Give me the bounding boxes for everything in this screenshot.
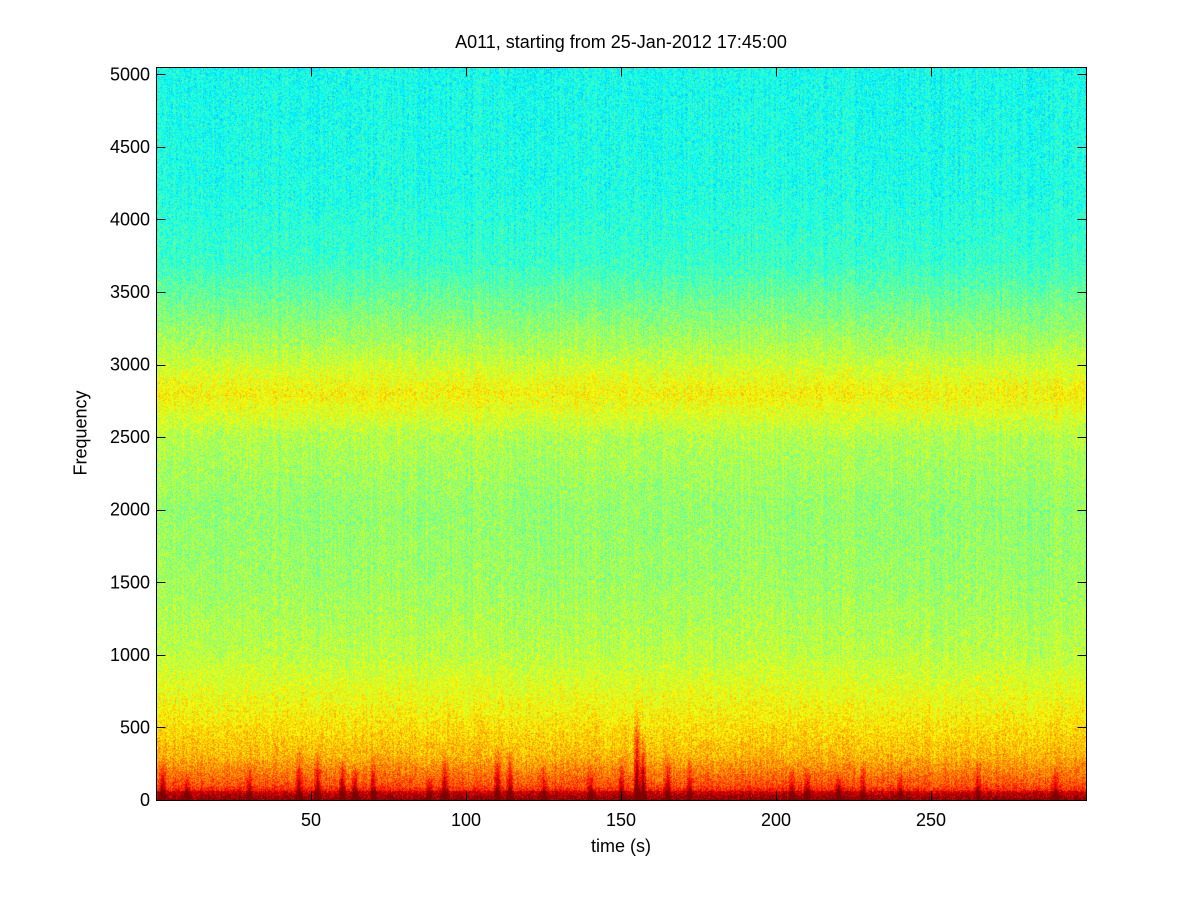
y-tick-label: 3500 xyxy=(110,282,150,302)
x-tick-label: 50 xyxy=(301,810,321,830)
x-tick-label: 100 xyxy=(451,810,481,830)
y-ticks: 0 500 1000 1500 2000 2500 3000 3500 4000 4500 5000 xyxy=(110,64,1087,810)
y-tick-label: 3000 xyxy=(110,355,150,375)
y-tick-label: 4000 xyxy=(110,209,150,229)
x-ticks: 50 100 150 200 250 xyxy=(301,67,946,830)
axes-frame xyxy=(156,67,1087,801)
spectrogram-heatmap xyxy=(156,67,1086,800)
x-axis-label: time (s) xyxy=(591,836,651,856)
x-tick-label: 250 xyxy=(916,810,946,830)
y-tick-label: 1000 xyxy=(110,645,150,665)
x-tick-label: 150 xyxy=(606,810,636,830)
plot-area xyxy=(156,67,1086,800)
y-tick-label: 1500 xyxy=(110,572,150,592)
y-tick-label: 0 xyxy=(140,790,150,810)
y-tick-label: 5000 xyxy=(110,64,150,84)
chart-title: A011, starting from 25-Jan-2012 17:45:00 xyxy=(455,32,787,52)
y-tick-label: 4500 xyxy=(110,137,150,157)
y-tick-label: 500 xyxy=(120,717,150,737)
y-tick-label: 2500 xyxy=(110,427,150,447)
x-tick-label: 200 xyxy=(761,810,791,830)
y-tick-label: 2000 xyxy=(110,500,150,520)
